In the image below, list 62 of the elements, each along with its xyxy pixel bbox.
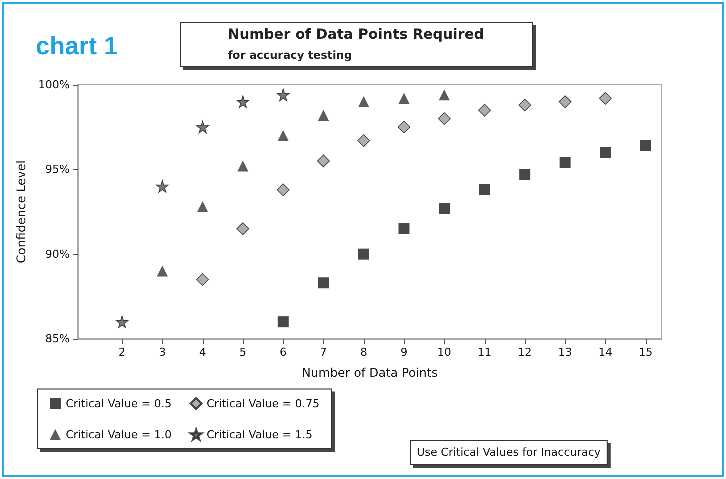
y-tick-label: 95% (46, 163, 70, 176)
point (196, 120, 210, 134)
point (398, 120, 411, 134)
chart-title: Number of Data Points Required (228, 27, 484, 43)
point (599, 92, 612, 105)
point (278, 316, 289, 328)
point (157, 266, 168, 277)
point (318, 110, 330, 121)
x-tick-label: 14 (598, 346, 613, 359)
legend-label: Critical Value = 1.0 (66, 428, 172, 442)
chart-subtitle: for accuracy testing (228, 49, 352, 62)
point (116, 316, 129, 328)
x-axis-title: Number of Data Points (302, 366, 438, 380)
x-tick-label: 3 (159, 346, 166, 359)
caption: chart 1 (36, 32, 118, 60)
x-tick-label: 15 (638, 346, 653, 359)
x-tick-label: 13 (558, 346, 572, 359)
point (238, 160, 249, 172)
point (278, 130, 289, 142)
x-tick-label: 5 (240, 346, 247, 359)
point (558, 96, 572, 108)
point (439, 90, 450, 101)
point (236, 96, 250, 108)
point (520, 169, 531, 180)
point (439, 203, 450, 214)
point (358, 134, 370, 148)
point (398, 223, 410, 234)
point (358, 248, 370, 260)
point (479, 184, 490, 196)
point (478, 104, 492, 117)
point (236, 222, 250, 236)
legend-label: Critical Value = 0.75 (206, 397, 320, 410)
point (518, 98, 532, 112)
point (438, 112, 451, 126)
x-tick-label: 8 (360, 346, 368, 359)
text: Use Critical Values for Inaccuracy (417, 446, 602, 459)
point (560, 157, 571, 168)
point (277, 88, 290, 102)
x-tick-label: 10 (438, 346, 452, 359)
point (318, 278, 330, 289)
point (398, 93, 410, 104)
point (358, 96, 370, 108)
x-tick-label: 2 (118, 346, 126, 359)
x-tick-label: 6 (280, 346, 287, 359)
legend-label: Critical Value = 0.5 (66, 397, 172, 410)
y-axis-title: Confidence Level (14, 160, 29, 264)
legend-label: Critical Value = 1.5 (206, 428, 313, 442)
point (156, 180, 169, 193)
point (197, 201, 208, 212)
y-tick-label: 100% (38, 78, 70, 92)
y-tick-label: 85% (46, 332, 70, 346)
y-tick-label: 90% (46, 248, 70, 261)
x-tick-label: 11 (478, 346, 492, 359)
x-tick-label: 4 (199, 346, 206, 359)
x-tick-label: 9 (400, 346, 408, 359)
point (600, 147, 612, 158)
point (196, 273, 210, 286)
point (317, 154, 330, 168)
x-tick-label: 7 (320, 346, 328, 359)
x-tick-label: 12 (518, 346, 532, 359)
point (640, 140, 652, 152)
point (277, 184, 290, 196)
